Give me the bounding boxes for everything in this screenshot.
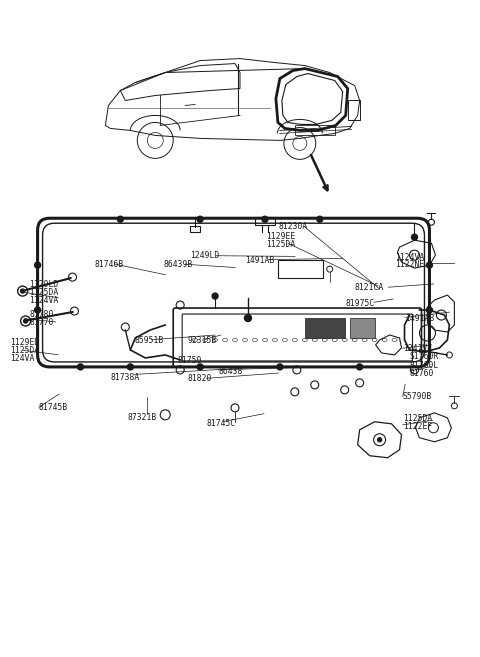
Bar <box>348 101 360 120</box>
Circle shape <box>77 364 84 370</box>
Text: 1125DA: 1125DA <box>266 240 296 249</box>
Text: 81820: 81820 <box>187 374 212 384</box>
Text: 1125DA: 1125DA <box>29 288 59 297</box>
Text: 81780: 81780 <box>29 310 54 319</box>
Text: S5790B: S5790B <box>403 392 432 401</box>
Bar <box>350 318 374 338</box>
Bar <box>295 125 335 135</box>
Text: 81975C: 81975C <box>345 299 374 308</box>
Text: 124VA: 124VA <box>10 353 35 363</box>
Text: 92315B: 92315B <box>187 336 216 345</box>
Bar <box>255 217 275 225</box>
Text: 85951B: 85951B <box>135 336 164 345</box>
Circle shape <box>262 216 268 222</box>
Text: S1760R: S1760R <box>410 352 439 361</box>
Text: 81770: 81770 <box>29 318 54 327</box>
Text: 1491AB: 1491AB <box>245 256 274 265</box>
Circle shape <box>411 234 418 240</box>
Text: 1124VA: 1124VA <box>396 252 425 261</box>
Bar <box>190 226 200 232</box>
Text: 81750: 81750 <box>178 356 202 365</box>
Text: 81738A: 81738A <box>111 373 140 382</box>
Text: 81760L: 81760L <box>410 361 439 370</box>
Text: 1491AB: 1491AB <box>405 313 434 323</box>
Text: 86438: 86438 <box>218 367 243 376</box>
Bar <box>305 318 345 338</box>
Text: 1124VA: 1124VA <box>29 296 59 305</box>
Text: 81745C: 81745C <box>206 419 236 428</box>
Circle shape <box>117 216 123 222</box>
Text: 8121CA: 8121CA <box>355 283 384 292</box>
Circle shape <box>378 438 382 442</box>
Circle shape <box>21 289 24 293</box>
Circle shape <box>277 364 283 370</box>
Circle shape <box>35 307 41 313</box>
Text: 81746B: 81746B <box>94 260 123 269</box>
Text: 1125DA: 1125DA <box>403 414 432 423</box>
Circle shape <box>127 364 133 370</box>
Text: 1122NE: 1122NE <box>396 260 425 269</box>
Circle shape <box>197 216 203 222</box>
Circle shape <box>212 293 218 299</box>
Text: 1249LD: 1249LD <box>190 251 219 260</box>
Circle shape <box>426 307 432 313</box>
Text: 1241VJ: 1241VJ <box>403 344 432 353</box>
Circle shape <box>426 262 432 268</box>
Text: 81760: 81760 <box>410 369 434 378</box>
Text: 87321B: 87321B <box>128 413 157 422</box>
Circle shape <box>317 216 323 222</box>
Circle shape <box>244 315 252 321</box>
Circle shape <box>197 364 203 370</box>
Circle shape <box>357 364 363 370</box>
Circle shape <box>35 262 41 268</box>
Text: 1129LD: 1129LD <box>29 280 59 289</box>
Text: 81230A: 81230A <box>278 222 308 231</box>
Circle shape <box>24 319 28 323</box>
Text: 86439B: 86439B <box>163 260 192 269</box>
Text: 1125DA: 1125DA <box>10 346 39 355</box>
Text: 81745B: 81745B <box>39 403 68 412</box>
Text: 1129ED: 1129ED <box>10 338 39 347</box>
Text: 1129EE: 1129EE <box>266 232 296 241</box>
Text: 1122EF: 1122EF <box>403 422 432 432</box>
Bar <box>278 260 323 278</box>
